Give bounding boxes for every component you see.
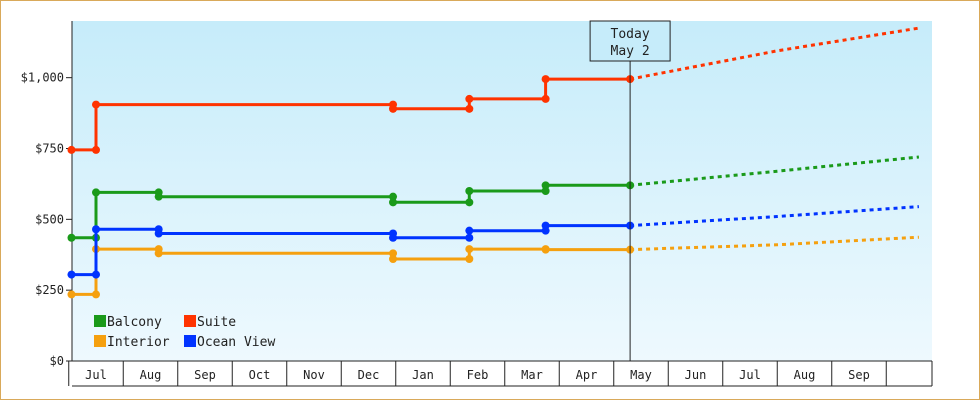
data-point-ocean-view bbox=[67, 270, 76, 279]
data-point-suite bbox=[389, 104, 398, 113]
series-forecast-suite bbox=[629, 26, 920, 81]
data-point-interior bbox=[92, 290, 100, 299]
today-label: Today bbox=[611, 27, 650, 42]
data-point-balcony bbox=[389, 192, 398, 201]
data-point-balcony bbox=[465, 187, 474, 195]
y-tick-label: $250 bbox=[35, 283, 64, 297]
x-tick-label: Jun bbox=[685, 368, 707, 382]
today-date: May 2 bbox=[611, 44, 650, 59]
data-point-ocean-view bbox=[389, 233, 398, 242]
x-tick-label: Jul bbox=[85, 368, 107, 382]
data-point-balcony bbox=[541, 181, 550, 190]
x-tick-label: Jul bbox=[739, 368, 761, 382]
data-point-interior bbox=[154, 249, 163, 258]
today-box bbox=[589, 20, 671, 62]
x-tick-label: Sep bbox=[194, 368, 216, 382]
legend-label-interior: Interior bbox=[107, 335, 170, 350]
data-point-balcony bbox=[92, 188, 100, 197]
series-line-suite bbox=[71, 77, 631, 152]
series-forecast-ocean-view bbox=[630, 205, 920, 228]
x-tick-label: May bbox=[630, 368, 652, 382]
data-point-ocean-view bbox=[92, 270, 100, 279]
x-tick-label: Oct bbox=[249, 368, 271, 382]
legend-swatch-balcony bbox=[94, 315, 106, 327]
legend-swatch-suite bbox=[184, 315, 196, 327]
legend-label-balcony: Balcony bbox=[107, 315, 162, 330]
legend-label-suite: Suite bbox=[197, 315, 236, 330]
data-point-suite bbox=[92, 145, 100, 154]
data-point-suite bbox=[67, 145, 76, 154]
data-point-suite bbox=[465, 104, 474, 113]
data-point-balcony bbox=[465, 198, 474, 207]
data-point-balcony bbox=[154, 192, 163, 201]
x-tick-label: Sep bbox=[848, 368, 870, 382]
y-tick-label: $0 bbox=[50, 354, 64, 368]
data-point-interior bbox=[465, 255, 474, 263]
y-tick-label: $750 bbox=[35, 142, 64, 156]
data-point-suite bbox=[465, 94, 474, 103]
series-forecast-balcony bbox=[629, 155, 920, 187]
data-point-interior bbox=[389, 249, 398, 258]
data-point-ocean-view bbox=[541, 221, 550, 230]
data-point-suite bbox=[541, 94, 550, 103]
data-point-interior bbox=[465, 245, 474, 254]
legend-label-ocean-view: Ocean View bbox=[197, 335, 275, 350]
data-point-balcony bbox=[389, 198, 398, 207]
data-point-balcony bbox=[541, 187, 550, 195]
data-point-ocean-view bbox=[154, 229, 163, 238]
data-point-suite bbox=[541, 75, 550, 84]
x-tick-label: Aug bbox=[140, 368, 162, 382]
x-tick-label: Feb bbox=[467, 368, 489, 382]
y-tick-label: $1,000 bbox=[21, 71, 64, 85]
legend-swatch-ocean-view bbox=[184, 335, 196, 347]
data-point-balcony bbox=[67, 233, 76, 242]
data-point-ocean-view bbox=[92, 225, 100, 234]
data-point-ocean-view bbox=[465, 226, 474, 235]
data-point-interior bbox=[389, 255, 398, 263]
series-forecast-interior bbox=[630, 235, 919, 252]
data-point-interior bbox=[67, 290, 76, 299]
x-tick-label: Apr bbox=[576, 368, 598, 382]
data-point-ocean-view bbox=[465, 233, 474, 242]
x-tick-label: Dec bbox=[358, 368, 380, 382]
legend-swatch-interior bbox=[94, 335, 106, 347]
x-tick-label: Nov bbox=[303, 368, 325, 382]
x-tick-label: Jan bbox=[412, 368, 434, 382]
y-tick-label: $500 bbox=[35, 212, 64, 226]
data-point-interior bbox=[541, 245, 550, 254]
x-tick-label: Mar bbox=[521, 368, 543, 382]
x-tick-label: Aug bbox=[794, 368, 816, 382]
data-point-suite bbox=[92, 100, 100, 109]
